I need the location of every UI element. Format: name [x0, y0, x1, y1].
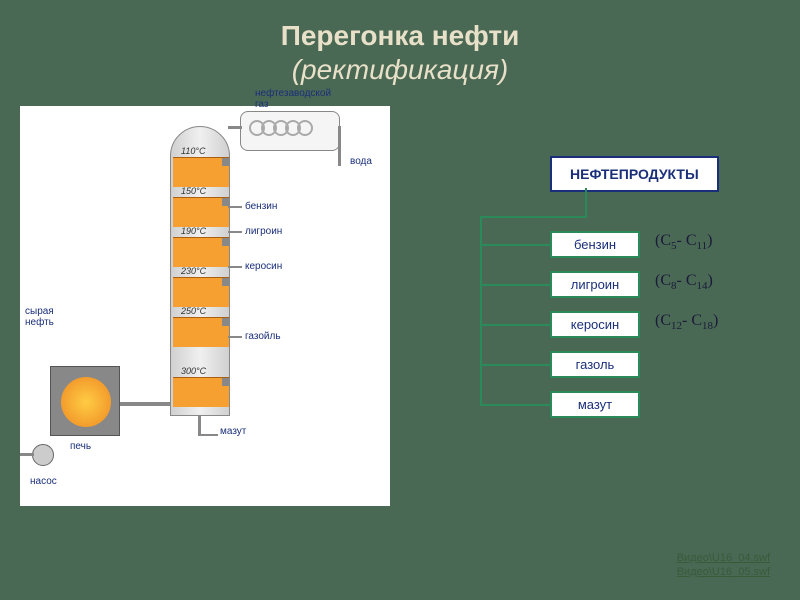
page-title: Перегонка нефти — [0, 20, 800, 52]
label-mazut: мазут — [220, 426, 246, 437]
product-box: мазут — [550, 391, 640, 418]
label-furnace: печь — [70, 441, 91, 452]
pump — [32, 444, 54, 466]
products-flowchart: НЕФТЕПРОДУКТЫ бензин (C5- C11) лигроин (… — [420, 156, 780, 506]
product-box: лигроин — [550, 271, 640, 298]
distillation-column: 110°С 150°С 190°С 230°С 250°С 300°С — [170, 126, 230, 416]
temp-label: 250°С — [181, 306, 206, 316]
label-gasoline: бензин — [245, 201, 277, 212]
label-crude-oil: сырая нефть — [25, 306, 54, 328]
label-pump: насос — [30, 476, 57, 487]
temp-label: 190°С — [181, 226, 206, 236]
page-subtitle: (ректификация) — [0, 54, 800, 86]
label-kerosene: керосин — [245, 261, 282, 272]
product-box: бензин — [550, 231, 640, 258]
temp-label: 110°С — [181, 146, 205, 156]
video-links: Видео\U16_04.swf Видео\U16_05.swf — [677, 550, 770, 580]
furnace — [50, 366, 120, 436]
video-link[interactable]: Видео\U16_05.swf — [677, 566, 770, 578]
distillation-diagram: 110°С 150°С 190°С 230°С 250°С 300°С нефт… — [20, 106, 390, 506]
temp-label: 150°С — [181, 186, 206, 196]
formula: (C8- C14) — [655, 272, 713, 292]
formula: (C5- C11) — [655, 232, 712, 252]
label-water: вода — [350, 156, 372, 167]
flowchart-header: НЕФТЕПРОДУКТЫ — [550, 156, 719, 192]
temp-label: 300°С — [181, 366, 206, 376]
label-gasoil: газойль — [245, 331, 281, 342]
label-ligroin: лигроин — [245, 226, 282, 237]
label-refinery-gas: нефтезаводской газ — [255, 88, 331, 110]
temp-label: 230°С — [181, 266, 206, 276]
product-box: газоль — [550, 351, 640, 378]
condenser — [240, 111, 340, 151]
formula: (C12- C18) — [655, 312, 718, 332]
product-box: керосин — [550, 311, 640, 338]
video-link[interactable]: Видео\U16_04.swf — [677, 552, 770, 564]
